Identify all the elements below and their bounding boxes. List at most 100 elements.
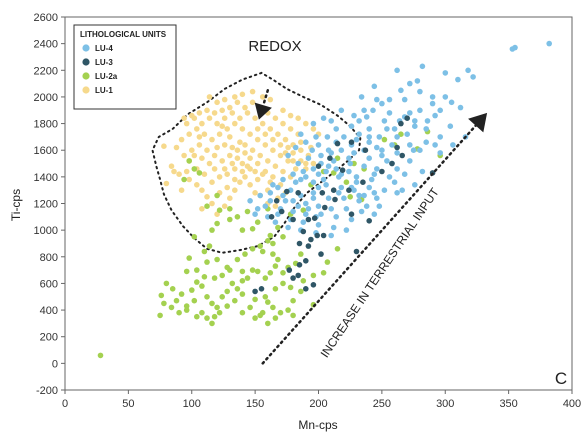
data-point-lu4 bbox=[324, 134, 331, 140]
data-point-lu1 bbox=[196, 134, 203, 140]
data-point-lu3 bbox=[295, 272, 302, 279]
data-point-lu2a bbox=[191, 234, 198, 240]
data-point-lu2a bbox=[224, 288, 230, 295]
data-point-lu3 bbox=[284, 188, 290, 195]
data-point-lu1 bbox=[237, 115, 243, 121]
data-point-lu2a bbox=[290, 297, 296, 304]
data-point-lu2a bbox=[194, 267, 200, 273]
data-point-lu4 bbox=[394, 67, 400, 74]
data-point-lu1 bbox=[287, 126, 294, 132]
data-point-lu1 bbox=[232, 94, 238, 100]
legend-title: LITHOLOGICAL UNITS bbox=[80, 30, 167, 39]
data-point-lu2a bbox=[206, 243, 213, 249]
data-point-lu4 bbox=[285, 152, 291, 159]
data-point-lu4 bbox=[292, 144, 299, 151]
data-point-lu4 bbox=[303, 139, 309, 145]
data-point-lu2a bbox=[267, 270, 274, 276]
data-point-lu4 bbox=[290, 208, 296, 215]
data-point-lu2a bbox=[249, 246, 256, 252]
data-point-lu1 bbox=[239, 160, 246, 167]
data-point-lu1 bbox=[201, 131, 208, 137]
data-point-lu2a bbox=[262, 294, 269, 300]
data-point-lu1 bbox=[189, 112, 195, 119]
data-point-lu4 bbox=[305, 206, 312, 212]
data-point-lu4 bbox=[343, 206, 350, 212]
data-point-lu1 bbox=[201, 171, 208, 177]
redox-arrow-line bbox=[262, 89, 270, 107]
data-point-lu1 bbox=[247, 155, 253, 161]
data-point-lu4 bbox=[290, 171, 296, 177]
data-point-lu2a bbox=[209, 320, 215, 327]
data-point-lu4 bbox=[386, 174, 393, 180]
data-point-lu2a bbox=[280, 270, 286, 276]
data-point-lu1 bbox=[277, 142, 284, 148]
data-point-lu1 bbox=[232, 166, 238, 172]
data-point-lu4 bbox=[442, 94, 449, 100]
data-point-lu1 bbox=[242, 150, 248, 156]
y-tick-label: 2600 bbox=[34, 12, 58, 24]
data-point-lu1 bbox=[227, 134, 233, 140]
data-point-lu1 bbox=[262, 131, 269, 137]
y-tick-label: 200 bbox=[40, 332, 58, 344]
data-point-lu2a bbox=[169, 286, 176, 292]
data-point-lu2a bbox=[259, 248, 266, 255]
data-point-lu3 bbox=[319, 190, 326, 196]
data-point-lu1 bbox=[227, 195, 233, 201]
data-point-lu3 bbox=[295, 190, 302, 196]
data-point-lu4 bbox=[323, 168, 329, 175]
data-point-lu4 bbox=[437, 134, 444, 140]
data-point-lu3 bbox=[310, 282, 317, 288]
data-point-lu1 bbox=[221, 96, 228, 103]
legend-box bbox=[73, 24, 177, 110]
data-point-lu4 bbox=[343, 227, 350, 233]
data-point-lu2a bbox=[275, 224, 281, 231]
data-point-lu1 bbox=[209, 200, 215, 207]
data-point-lu4 bbox=[353, 174, 360, 180]
data-point-lu3 bbox=[394, 144, 400, 151]
y-tick-label: 1600 bbox=[34, 145, 58, 157]
data-point-lu2a bbox=[252, 296, 258, 303]
data-point-lu4 bbox=[267, 190, 274, 196]
data-point-lu4 bbox=[366, 155, 373, 161]
data-point-lu4 bbox=[361, 192, 367, 199]
data-point-lu1 bbox=[199, 206, 205, 212]
data-point-lu4 bbox=[328, 232, 335, 239]
data-point-lu3 bbox=[362, 147, 369, 153]
data-point-lu2a bbox=[224, 264, 230, 271]
data-point-lu4 bbox=[423, 139, 430, 145]
data-point-lu2a bbox=[334, 246, 341, 252]
data-point-lu2a bbox=[161, 300, 167, 307]
data-point-lu1 bbox=[247, 131, 253, 137]
data-point-lu4 bbox=[437, 150, 444, 156]
data-point-lu2a bbox=[275, 256, 281, 263]
data-point-lu2a bbox=[347, 194, 354, 200]
data-point-lu1 bbox=[298, 139, 304, 145]
panel-label: C bbox=[555, 369, 567, 388]
data-point-lu4 bbox=[315, 222, 322, 228]
y-tick-label: 2400 bbox=[34, 39, 58, 51]
data-point-lu2a bbox=[257, 243, 264, 249]
data-point-lu1 bbox=[239, 168, 246, 175]
data-point-lu1 bbox=[303, 120, 309, 127]
data-point-lu1 bbox=[270, 147, 276, 153]
data-point-lu1 bbox=[221, 203, 228, 209]
data-point-lu4 bbox=[292, 179, 299, 185]
data-point-lu4 bbox=[412, 182, 418, 188]
data-point-lu4 bbox=[374, 144, 380, 151]
data-point-lu2a bbox=[214, 256, 220, 263]
data-point-lu4 bbox=[410, 147, 417, 153]
data-point-lu2a bbox=[214, 304, 220, 311]
x-tick-label: 150 bbox=[246, 398, 264, 410]
data-point-lu4 bbox=[412, 118, 418, 124]
data-point-lu3 bbox=[290, 275, 296, 281]
data-point-lu4 bbox=[315, 171, 322, 177]
data-point-lu4 bbox=[394, 134, 400, 140]
data-point-lu4 bbox=[374, 166, 380, 172]
data-point-lu1 bbox=[161, 143, 167, 149]
data-point-lu2a bbox=[280, 280, 286, 287]
data-point-lu1 bbox=[234, 155, 241, 161]
data-point-lu4 bbox=[366, 126, 373, 132]
data-points bbox=[97, 40, 552, 359]
data-point-lu1 bbox=[282, 136, 289, 143]
data-point-lu4 bbox=[407, 110, 413, 116]
